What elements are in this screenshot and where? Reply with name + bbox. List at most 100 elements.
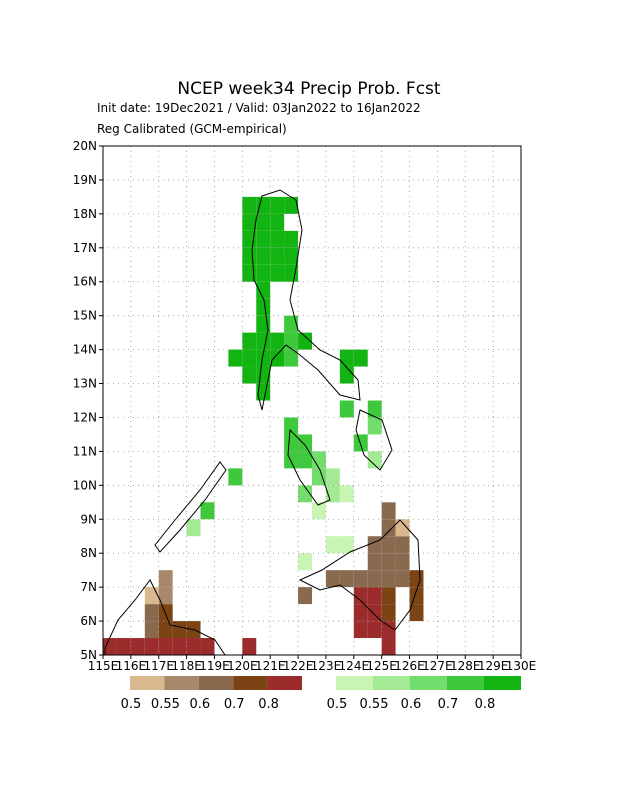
note: Reg Calibrated (GCM-empirical) (97, 122, 287, 136)
cell (367, 536, 382, 554)
colorbar-swatch (373, 676, 410, 690)
x-tick-label: 127E (422, 659, 453, 673)
cell (367, 451, 382, 469)
cell (186, 519, 201, 537)
colorbar-swatch (336, 676, 373, 690)
cell (158, 587, 173, 605)
cell (284, 451, 299, 469)
cell (325, 570, 340, 588)
x-tick-label: 118E (171, 659, 202, 673)
cell (312, 502, 326, 520)
cell (242, 213, 257, 231)
colorbar-swatch (484, 676, 521, 690)
cell (298, 587, 312, 605)
cell (270, 230, 285, 248)
colorbar-swatch (130, 676, 165, 690)
x-tick-label: 122E (283, 659, 314, 673)
y-tick-label: 18N (73, 207, 97, 221)
cell (172, 621, 187, 639)
cell (200, 638, 215, 655)
y-tick-label: 16N (73, 275, 97, 289)
colorbar-label: 0.7 (224, 697, 245, 712)
cell (256, 196, 271, 214)
cell (367, 604, 382, 622)
cell (381, 570, 396, 588)
y-tick-label: 14N (73, 343, 97, 357)
cell (228, 349, 243, 367)
colorbar-swatch (233, 676, 268, 690)
colorbar-swatch (198, 676, 234, 690)
cell (256, 281, 271, 299)
cell (172, 638, 187, 655)
colorbar-label: 0.8 (258, 697, 279, 712)
cell (242, 366, 257, 384)
chart-title: NCEP week34 Precip Prob. Fcst (177, 79, 441, 99)
colorbar-label: 0.6 (189, 697, 210, 712)
x-tick-label: 124E (339, 659, 370, 673)
cell (242, 247, 257, 265)
cell (144, 604, 159, 622)
colorbar-label: 0.6 (401, 697, 422, 712)
cell (144, 638, 159, 655)
y-tick-label: 19N (73, 173, 97, 187)
cell (381, 519, 396, 537)
y-tick-label: 10N (73, 478, 97, 492)
cell (256, 264, 271, 282)
colorbar-swatch (267, 676, 302, 690)
cell (116, 638, 131, 655)
x-tick-label: 130E (506, 659, 537, 673)
subtitle: Init date: 19Dec2021 / Valid: 03Jan2022 … (97, 101, 421, 115)
coast-visayas (287, 409, 393, 506)
coastline (104, 189, 421, 656)
colorbar-label: 0.5 (121, 697, 142, 712)
cell (256, 349, 271, 367)
y-tick-label: 20N (73, 139, 97, 153)
cell (353, 587, 368, 605)
cell (158, 621, 173, 639)
cell (367, 587, 382, 605)
cell (270, 247, 285, 265)
cell (353, 604, 368, 622)
grid: 115E116E117E118E119E120E121E122E123E124E… (73, 139, 537, 673)
cell (284, 332, 299, 350)
cell (256, 332, 271, 350)
cell (158, 604, 173, 622)
cell (298, 451, 312, 469)
cell (200, 502, 215, 520)
cell (270, 196, 285, 214)
y-tick-label: 8N (80, 546, 97, 560)
cell (186, 638, 201, 655)
cell (395, 570, 410, 588)
cell (270, 332, 285, 350)
cell (298, 332, 312, 350)
cell (103, 638, 117, 655)
cell (353, 621, 368, 639)
cell (256, 298, 271, 316)
cell (409, 570, 424, 588)
x-tick-label: 117E (143, 659, 174, 673)
cell (158, 638, 173, 655)
colorbar-label: 0.8 (475, 697, 496, 712)
colorbar-label: 0.7 (438, 697, 459, 712)
x-tick-label: 125E (366, 659, 397, 673)
colorbar-label: 0.5 (327, 697, 348, 712)
cell (284, 417, 299, 435)
y-tick-label: 5N (80, 648, 97, 662)
y-tick-label: 6N (80, 614, 97, 628)
cells (103, 196, 424, 655)
cell (242, 349, 257, 367)
cell (284, 230, 299, 248)
cell (256, 230, 271, 248)
y-tick-label: 9N (80, 512, 97, 526)
cell (242, 196, 257, 214)
cell (270, 213, 285, 231)
colorbar-swatch (164, 676, 199, 690)
cell (367, 417, 382, 435)
cell (242, 638, 257, 655)
cell (367, 570, 382, 588)
y-tick-label: 7N (80, 580, 97, 594)
y-tick-label: 13N (73, 377, 97, 391)
cell (381, 502, 396, 520)
cell (284, 434, 299, 452)
